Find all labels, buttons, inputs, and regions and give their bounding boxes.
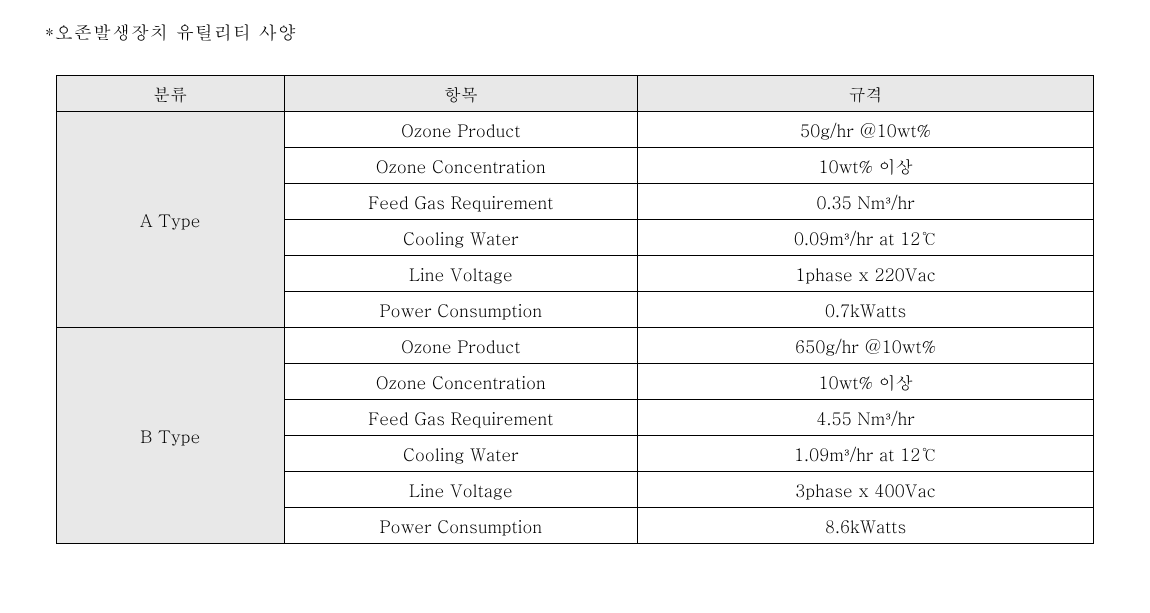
spec-cell: 10wt% 이상 (637, 148, 1094, 184)
item-cell: Power Consumption (284, 508, 637, 544)
spec-table: 분류 항목 규격 A Type Ozone Product 50g/hr @10… (56, 75, 1095, 544)
spec-cell: 50g/hr @10wt% (637, 112, 1094, 148)
spec-cell: 3phase x 400Vac (637, 472, 1094, 508)
item-cell: Line Voltage (284, 472, 637, 508)
spec-cell: 650g/hr @10wt% (637, 328, 1094, 364)
category-cell: B Type (56, 328, 284, 544)
spec-cell: 1phase x 220Vac (637, 256, 1094, 292)
table-header-category: 분류 (56, 76, 284, 112)
table-row: B Type Ozone Product 650g/hr @10wt% (56, 328, 1094, 364)
table-row: A Type Ozone Product 50g/hr @10wt% (56, 112, 1094, 148)
item-cell: Feed Gas Requirement (284, 184, 637, 220)
item-cell: Cooling Water (284, 436, 637, 472)
item-cell: Feed Gas Requirement (284, 400, 637, 436)
item-cell: Ozone Concentration (284, 148, 637, 184)
spec-cell: 10wt% 이상 (637, 364, 1094, 400)
item-cell: Ozone Concentration (284, 364, 637, 400)
spec-cell: 8.6kWatts (637, 508, 1094, 544)
item-cell: Line Voltage (284, 256, 637, 292)
table-header-item: 항목 (284, 76, 637, 112)
item-cell: Ozone Product (284, 112, 637, 148)
spec-cell: 0.7kWatts (637, 292, 1094, 328)
spec-cell: 1.09m³/hr at 12℃ (637, 436, 1094, 472)
table-header-row: 분류 항목 규격 (56, 76, 1094, 112)
item-cell: Power Consumption (284, 292, 637, 328)
item-cell: Ozone Product (284, 328, 637, 364)
spec-cell: 0.35 Nm³/hr (637, 184, 1094, 220)
spec-cell: 4.55 Nm³/hr (637, 400, 1094, 436)
document-title: *오존발생장치 유틸리티 사양 (45, 20, 1105, 45)
spec-cell: 0.09m³/hr at 12℃ (637, 220, 1094, 256)
category-cell: A Type (56, 112, 284, 328)
item-cell: Cooling Water (284, 220, 637, 256)
table-header-spec: 규격 (637, 76, 1094, 112)
